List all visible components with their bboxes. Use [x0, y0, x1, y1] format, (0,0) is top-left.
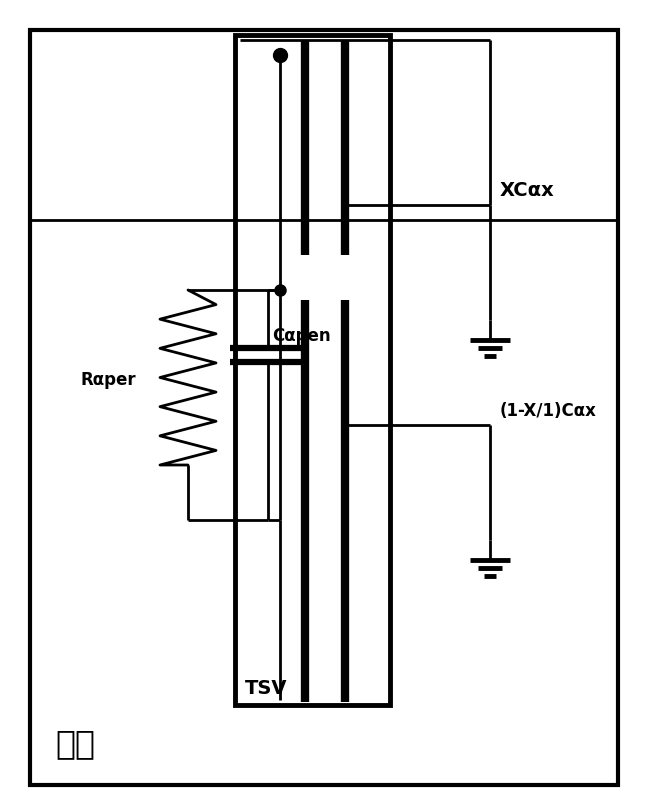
- Text: TSV: TSV: [245, 679, 288, 698]
- Text: XCαx: XCαx: [500, 181, 555, 200]
- Text: (1-X/1)Cαx: (1-X/1)Cαx: [500, 402, 597, 420]
- Text: Cαpen: Cαpen: [272, 327, 330, 345]
- Text: 衬底: 衬底: [55, 727, 95, 760]
- Text: Rαper: Rαper: [80, 371, 136, 389]
- Bar: [235, 35, 390, 705]
